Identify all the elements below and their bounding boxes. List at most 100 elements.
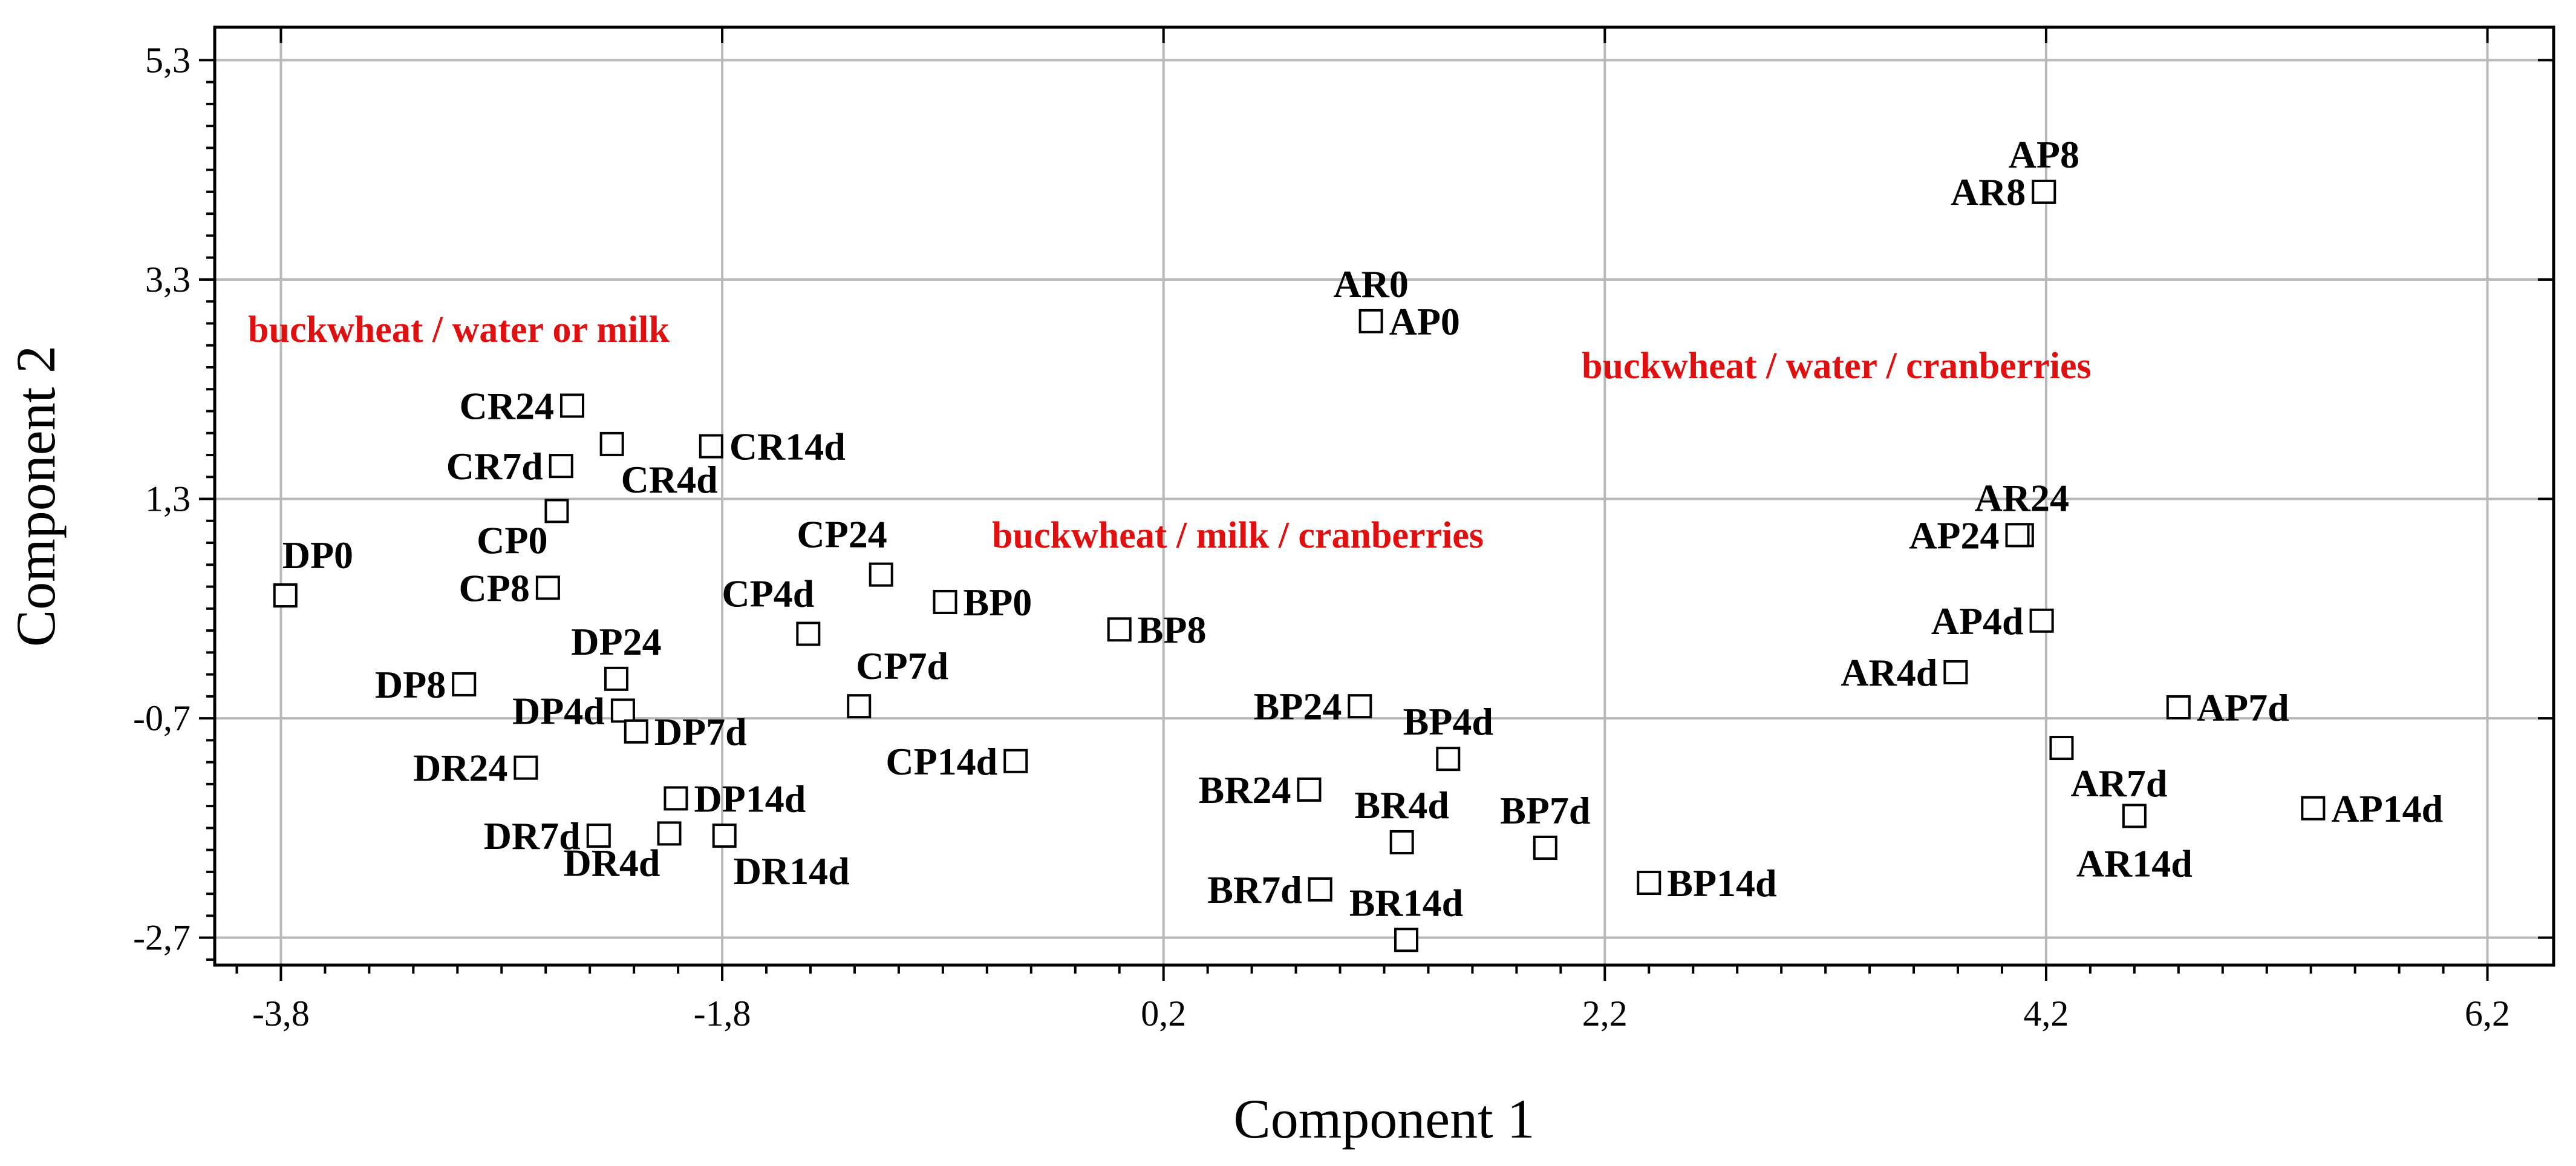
x-tick-label: -1,8 xyxy=(694,994,751,1033)
point-marker xyxy=(657,821,682,846)
y-tick-label: -0,7 xyxy=(133,698,191,738)
point-marker xyxy=(1533,836,1557,860)
point-label: BR14d xyxy=(1349,881,1464,924)
point-marker xyxy=(624,719,648,744)
point-label: DR24 xyxy=(413,747,507,790)
point-label: CP7d xyxy=(856,644,948,687)
point-label: AR0 xyxy=(1333,263,1408,306)
y-tick-label: 5,3 xyxy=(145,40,191,80)
point-label: CR14d xyxy=(729,425,846,468)
group-annotation: buckwheat / water / cranberries xyxy=(1582,346,2092,387)
point-marker xyxy=(2029,608,2054,633)
point-marker xyxy=(712,824,737,848)
point-marker xyxy=(2005,523,2030,548)
point-label: AR24 xyxy=(1975,476,2069,519)
point-marker xyxy=(2166,695,2191,719)
point-label: DP24 xyxy=(571,620,661,663)
point-label: AP0 xyxy=(1389,300,1460,343)
point-marker xyxy=(1297,777,1322,802)
point-marker xyxy=(796,621,821,646)
point-label: AP14d xyxy=(2331,787,2443,830)
point-marker xyxy=(1308,877,1332,902)
group-annotation: buckwheat / water or milk xyxy=(248,309,670,350)
point-label: BP7d xyxy=(1500,789,1590,832)
point-marker xyxy=(1003,748,1028,773)
point-marker xyxy=(933,589,957,614)
x-tick-label: 4,2 xyxy=(2023,994,2069,1033)
point-marker xyxy=(586,824,611,848)
point-marker xyxy=(559,393,584,418)
x-tick-label: 6,2 xyxy=(2465,994,2510,1033)
point-label: CP0 xyxy=(477,519,547,562)
tick-label-layer: -3,8 -1,8 0,2 2,2 4,2 6,2 -2,7 -0,7 1,3 3,3 5,3 xyxy=(133,40,2510,1033)
tick-layer xyxy=(199,27,2554,981)
point-marker xyxy=(869,562,893,587)
point-marker xyxy=(1107,617,1132,642)
point-label: AR4d xyxy=(1841,651,1937,694)
point-label: DR14d xyxy=(734,850,850,893)
group-annotation-layer: buckwheat / water or milk buckwheat / mil… xyxy=(248,309,2092,556)
point-marker xyxy=(847,694,872,719)
x-axis-title: Component 1 xyxy=(1233,1088,1534,1150)
point-marker xyxy=(1943,660,1968,684)
point-label: BP0 xyxy=(964,581,1032,624)
point-label: CR4d xyxy=(621,458,718,501)
point-marker xyxy=(535,575,560,600)
point-marker xyxy=(610,698,635,723)
y-tick-label: 3,3 xyxy=(145,260,191,300)
point-label: AR14d xyxy=(2076,842,2193,885)
point-label: CP4d xyxy=(722,572,814,615)
point-marker xyxy=(664,786,688,811)
y-tick-label: 1,3 xyxy=(145,479,191,519)
point-label: DP14d xyxy=(694,777,806,820)
point-label: BP4d xyxy=(1403,700,1493,743)
point-label: DR7d xyxy=(484,814,581,857)
point-marker xyxy=(1348,694,1372,719)
point-marker xyxy=(2301,796,2326,820)
point-label: BP8 xyxy=(1138,608,1207,651)
point-label: DP4d xyxy=(512,689,605,732)
point-marker xyxy=(599,431,624,456)
point-label: DP0 xyxy=(282,534,353,577)
x-tick-label: 2,2 xyxy=(1582,994,1628,1033)
point-label: CP14d xyxy=(885,740,997,783)
point-marker xyxy=(549,454,573,479)
point-marker xyxy=(604,666,628,691)
point-label: CP24 xyxy=(797,513,887,556)
point-marker xyxy=(1394,928,1418,952)
point-marker xyxy=(1436,747,1461,771)
point-label: BR7d xyxy=(1207,868,1302,911)
point-label: AR7d xyxy=(2070,762,2167,805)
point-marker xyxy=(699,434,723,459)
point-label: AR8 xyxy=(1951,171,2026,214)
y-axis-title: Component 2 xyxy=(5,346,67,647)
point-label: DP8 xyxy=(375,663,446,706)
point-label: BR4d xyxy=(1354,784,1449,827)
point-label: BR24 xyxy=(1199,768,1291,811)
point-marker xyxy=(2122,804,2147,828)
point-label: CR24 xyxy=(460,384,554,427)
point-label: AP8 xyxy=(2009,133,2079,176)
x-tick-label: 0,2 xyxy=(1141,994,1186,1033)
point-marker xyxy=(544,499,569,523)
point-label: AP7d xyxy=(2197,686,2289,729)
point-label: BP24 xyxy=(1254,685,1342,728)
point-marker xyxy=(1358,309,1383,333)
point-label: DR4d xyxy=(563,841,660,884)
point-label: CR7d xyxy=(446,445,543,488)
point-marker xyxy=(1389,830,1414,854)
point-label: CP8 xyxy=(459,566,530,609)
point-marker xyxy=(273,583,298,608)
point-label: AP24 xyxy=(1909,514,1999,557)
group-annotation: buckwheat / milk / cranberries xyxy=(992,515,1484,556)
y-tick-label: -2,7 xyxy=(133,918,191,958)
point-label: DP7d xyxy=(654,710,747,753)
point-marker xyxy=(2049,736,2074,761)
point-marker xyxy=(514,755,538,780)
point-label: AP4d xyxy=(1931,600,2024,643)
point-marker xyxy=(1637,871,1661,896)
point-marker xyxy=(2032,179,2056,204)
point-label: BP14d xyxy=(1667,862,1776,905)
